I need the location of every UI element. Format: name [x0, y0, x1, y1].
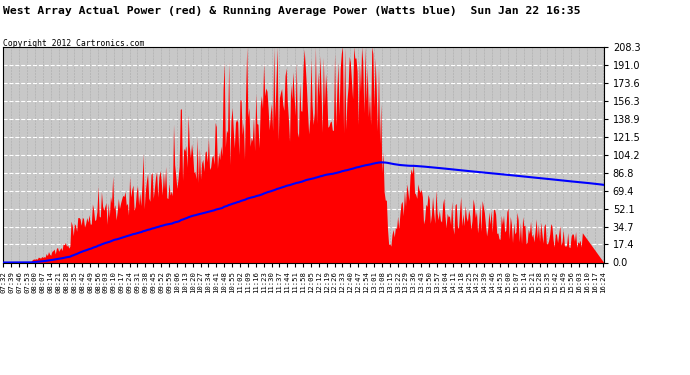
Text: West Array Actual Power (red) & Running Average Power (Watts blue)  Sun Jan 22 1: West Array Actual Power (red) & Running … — [3, 6, 581, 16]
Text: Copyright 2012 Cartronics.com: Copyright 2012 Cartronics.com — [3, 39, 145, 48]
